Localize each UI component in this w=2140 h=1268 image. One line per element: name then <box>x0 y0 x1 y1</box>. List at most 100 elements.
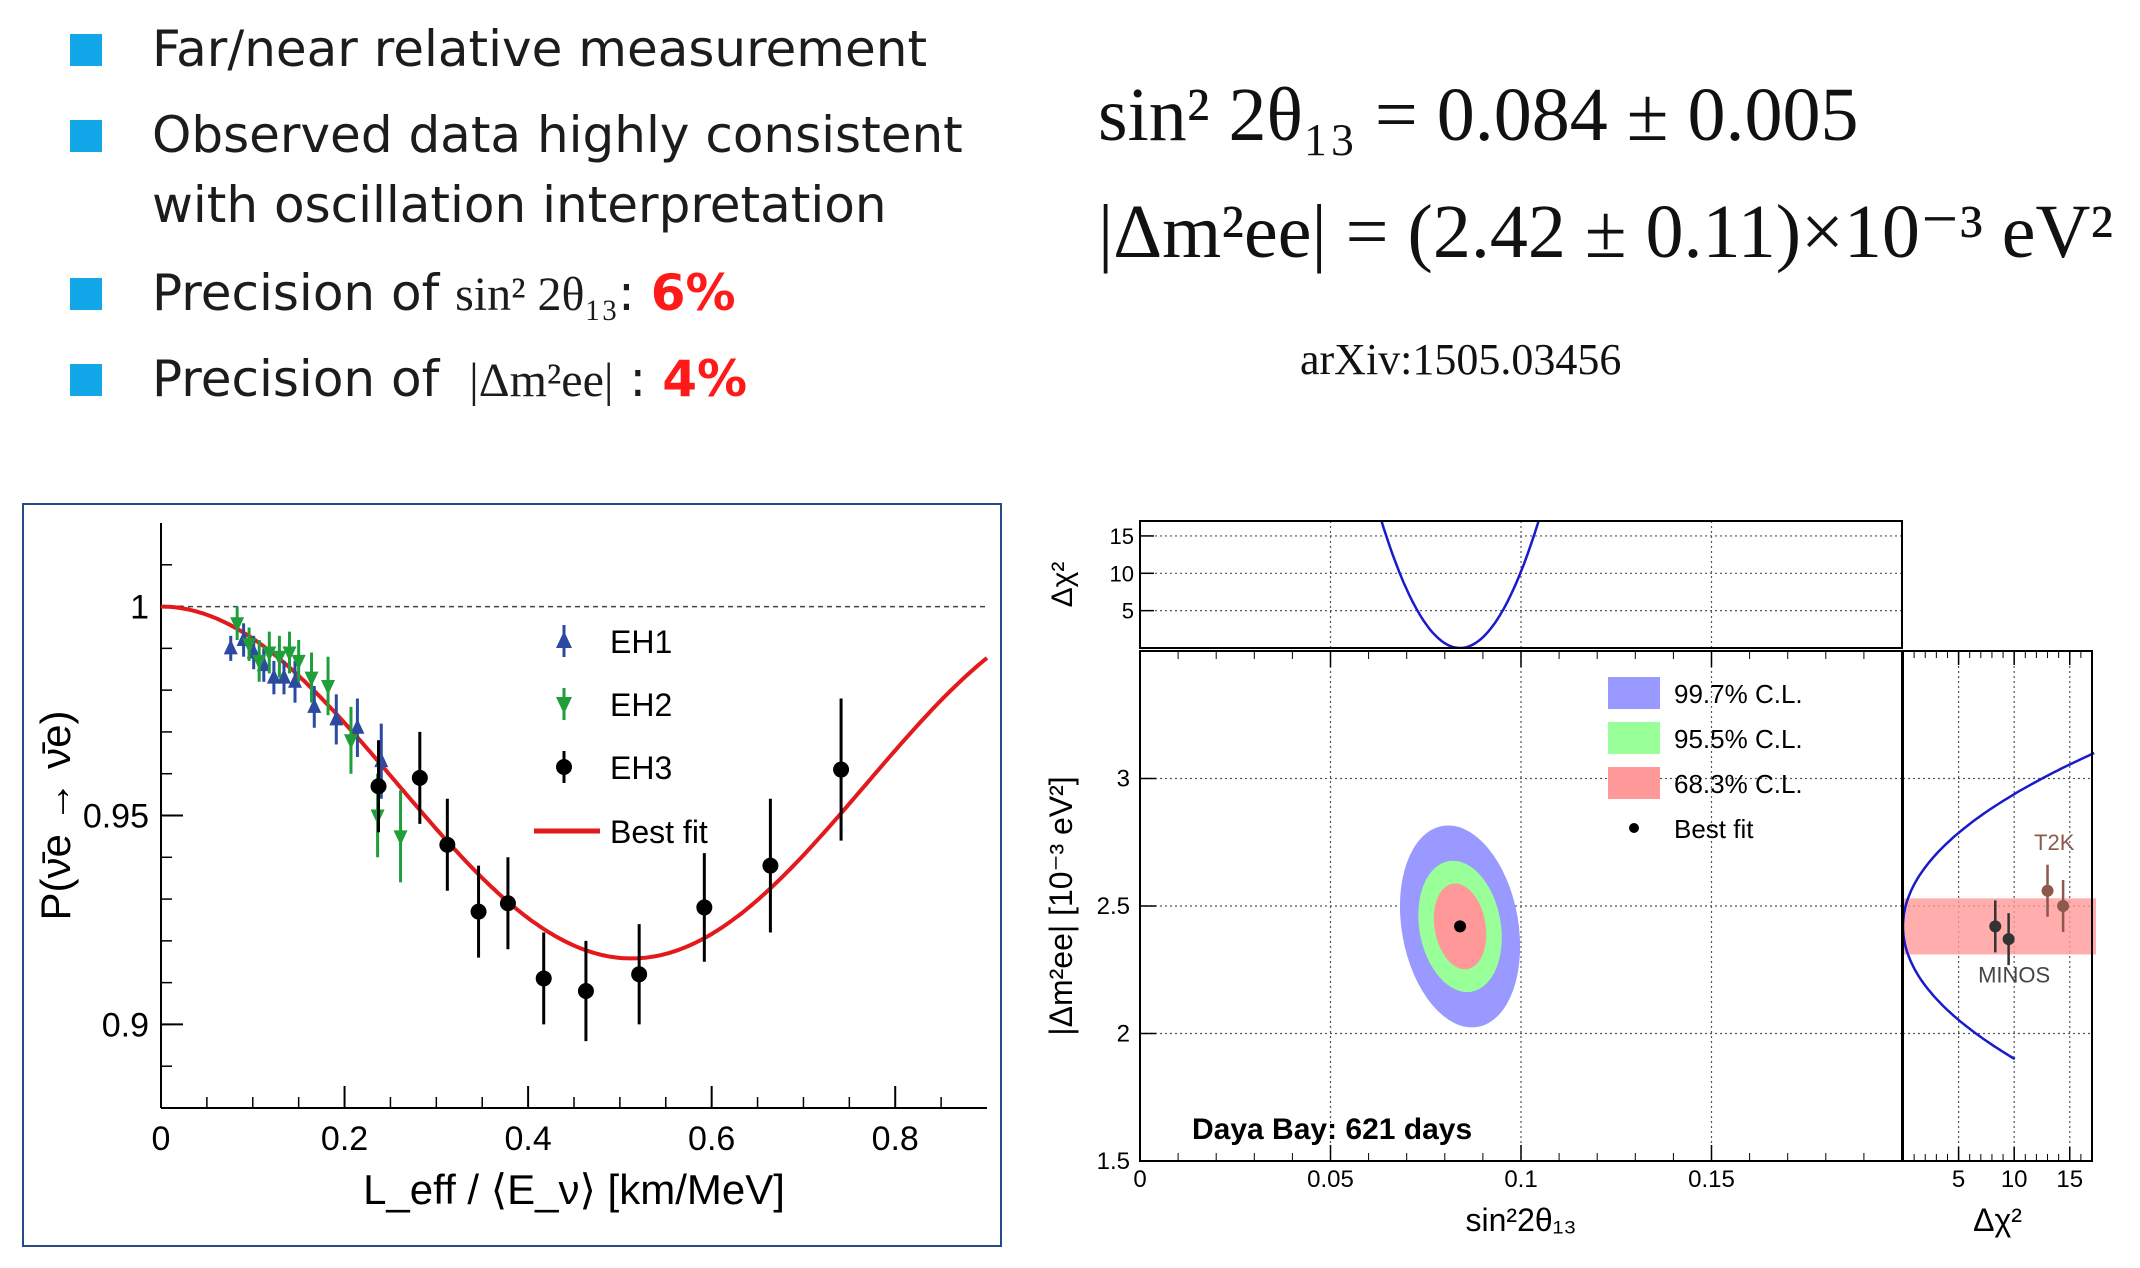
side-x-tick-label: 15 <box>2056 1166 2083 1193</box>
legend-swatch <box>1608 722 1660 754</box>
eh1-point <box>307 697 322 713</box>
x-tick-label: 0.15 <box>1688 1166 1735 1193</box>
y-tick-label: 3 <box>1117 766 1130 793</box>
precision-value: 6% <box>650 264 736 322</box>
x-tick-label: 0.1 <box>1504 1166 1537 1193</box>
top-panel-frame <box>1139 520 1903 649</box>
eh2-point <box>321 679 336 695</box>
legend-eh2-marker <box>556 697 572 714</box>
eh3-point <box>631 966 648 983</box>
arxiv-reference: arXiv:1505.03456 <box>1300 335 1622 384</box>
eh3-point <box>439 836 456 853</box>
oscillation-contour-svg: T2K MINOS 0 0.05 0.1 0.15 1.5 2 2.5 3 5 10 15 5 10 15 si… <box>1043 520 2096 1238</box>
side-x-axis-label: Δχ² <box>1973 1202 2022 1238</box>
eh1-point <box>350 718 365 734</box>
eh3-point <box>696 899 713 916</box>
legend: 99.7% C.L. 95.5% C.L. 68.3% C.L. Best fit <box>1608 677 1803 844</box>
x-tick-label: 0 <box>1133 1166 1146 1193</box>
legend-swatch <box>1608 677 1660 709</box>
eh2-point <box>272 650 287 666</box>
minos-point <box>2002 933 2015 946</box>
x-tick-label: 0.6 <box>688 1120 735 1158</box>
t2k-point <box>2057 900 2070 912</box>
x-axis-label: sin²2θ₁₃ <box>1466 1202 1577 1238</box>
eh2-point <box>252 654 267 670</box>
eh2-point <box>282 646 297 662</box>
bullet-math: sin² 2θ₁₃ <box>455 268 618 321</box>
eh3-point <box>535 970 552 987</box>
chi2-sin2theta-curve <box>1380 521 1540 648</box>
y-tick-label: 1.5 <box>1097 1148 1130 1175</box>
top-y-tick-label: 15 <box>1110 524 1134 549</box>
best-fit-point <box>1454 920 1467 933</box>
result-sin2theta13: sin² 2θ₁₃ = 0.084 ± 0.005 <box>1098 73 1859 157</box>
y-tick-label: 2.5 <box>1097 893 1130 920</box>
precision-value: 4% <box>662 350 748 408</box>
top-y-tick-label: 10 <box>1110 561 1134 586</box>
top-y-axis-label: Δχ² <box>1046 562 1079 608</box>
side-x-tick-label: 5 <box>1952 1166 1965 1193</box>
oscillation-contour-plot: T2K MINOS 0 0.05 0.1 0.15 1.5 2 2.5 3 5 10 15 5 10 15 si… <box>1030 503 2120 1263</box>
bullet-text: Observed data highly consistent <box>152 106 963 164</box>
x-tick-label: 0.2 <box>321 1120 368 1158</box>
minos-label: MINOS <box>1978 963 2050 988</box>
best-fit-curve <box>161 604 989 961</box>
legend-eh2-label: EH2 <box>610 687 672 723</box>
legend-eh3-marker <box>556 759 572 775</box>
x-tick-label: 0.8 <box>872 1120 919 1158</box>
x-tick-label: 0 <box>152 1120 171 1158</box>
eh2-point <box>291 654 306 670</box>
bullet-text: with oscillation interpretation <box>152 176 887 234</box>
eh3-point <box>370 778 387 795</box>
daya-bay-label: Daya Bay: 621 days <box>1192 1113 1472 1146</box>
eh1-point <box>266 668 281 684</box>
eh3-point <box>577 983 594 999</box>
y-tick-label: 2 <box>1117 1021 1130 1048</box>
legend-bestfit-label: Best fit <box>610 814 708 850</box>
bullet-text: Precision of <box>152 350 440 408</box>
eh3-point <box>499 895 516 912</box>
eh3-point <box>470 903 487 920</box>
y-tick-label: 0.9 <box>102 1006 149 1044</box>
x-tick-label: 0.05 <box>1307 1166 1354 1193</box>
legend-bestfit-label: Best fit <box>1674 814 1754 844</box>
eh1-point <box>287 672 302 688</box>
chi2-dm2-curve <box>1903 751 2095 1061</box>
eh3-point <box>411 769 428 786</box>
bullet-sep: : <box>617 264 635 322</box>
y-tick-label: 0.95 <box>83 798 149 836</box>
eh3-point <box>833 761 850 778</box>
eh3-point <box>762 857 779 874</box>
bullet-square-icon <box>70 364 102 396</box>
eh1-point <box>329 710 344 726</box>
survival-probability-plot: 0 0.2 0.4 0.6 0.8 0.9 0.95 1 L_eff / ⟨E_ν⟩ [km/M… <box>22 503 1002 1247</box>
bullet-square-icon <box>70 120 102 152</box>
eh2-point <box>393 830 408 846</box>
legend-label: 99.7% C.L. <box>1674 679 1803 709</box>
legend-bestfit-marker <box>1629 823 1639 833</box>
x-tick-label: 0.4 <box>504 1120 551 1158</box>
side-x-tick-label: 10 <box>2001 1166 2028 1193</box>
bullet-text: Far/near relative measurement <box>152 20 928 78</box>
eh2-point <box>262 646 277 662</box>
eh1-point <box>223 639 238 655</box>
result-dm2ee: |Δm²ee| = (2.42 ± 0.11)×10⁻³ eV² <box>1098 190 2114 274</box>
legend-swatch <box>1608 767 1660 799</box>
t2k-label: T2K <box>2034 830 2075 855</box>
eh2-point <box>242 638 257 654</box>
bullet-square-icon <box>70 278 102 310</box>
y-axis-label: |Δm²ee| [10⁻³ eV²] <box>1043 776 1079 1035</box>
x-axis-label: L_eff / ⟨E_ν⟩ [km/MeV] <box>363 1166 785 1213</box>
eh2-point <box>304 671 319 687</box>
side-panel-frame <box>1902 650 2093 1162</box>
bullet-math: |Δm²ee| <box>469 354 614 407</box>
legend-label: 95.5% C.L. <box>1674 724 1803 754</box>
survival-probability-svg: 0 0.2 0.4 0.6 0.8 0.9 0.95 1 L_eff / ⟨E_ν⟩ [km/M… <box>32 523 989 1213</box>
t2k-point <box>2041 884 2054 897</box>
eh1-point <box>276 668 291 684</box>
legend-eh1-label: EH1 <box>610 624 672 660</box>
y-axis-label: P(ν̄e → ν̄e) <box>32 710 79 920</box>
eh2-point <box>230 617 245 633</box>
top-y-tick-label: 5 <box>1122 599 1134 624</box>
legend: EH1 EH2 EH3 Best fit <box>534 624 708 850</box>
